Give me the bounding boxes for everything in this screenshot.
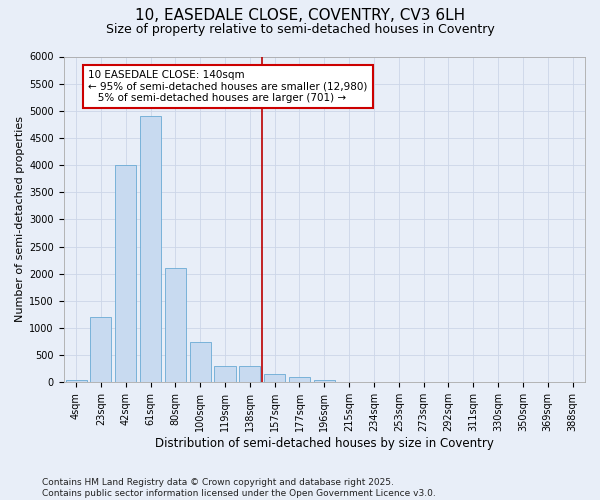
Bar — [115, 165, 136, 382]
Text: Contains HM Land Registry data © Crown copyright and database right 2025.
Contai: Contains HM Land Registry data © Crown c… — [42, 478, 436, 498]
Bar — [65, 380, 86, 382]
Y-axis label: Number of semi-detached properties: Number of semi-detached properties — [15, 116, 25, 322]
Bar — [289, 377, 310, 382]
Text: 10, EASEDALE CLOSE, COVENTRY, CV3 6LH: 10, EASEDALE CLOSE, COVENTRY, CV3 6LH — [135, 8, 465, 22]
Bar — [165, 268, 186, 382]
Bar — [239, 366, 260, 382]
Bar — [264, 374, 285, 382]
Bar — [214, 366, 236, 382]
Text: 10 EASEDALE CLOSE: 140sqm
← 95% of semi-detached houses are smaller (12,980)
   : 10 EASEDALE CLOSE: 140sqm ← 95% of semi-… — [88, 70, 368, 103]
Bar — [190, 342, 211, 382]
X-axis label: Distribution of semi-detached houses by size in Coventry: Distribution of semi-detached houses by … — [155, 437, 494, 450]
Text: Size of property relative to semi-detached houses in Coventry: Size of property relative to semi-detach… — [106, 22, 494, 36]
Bar — [91, 317, 112, 382]
Bar — [314, 380, 335, 382]
Bar — [140, 116, 161, 382]
